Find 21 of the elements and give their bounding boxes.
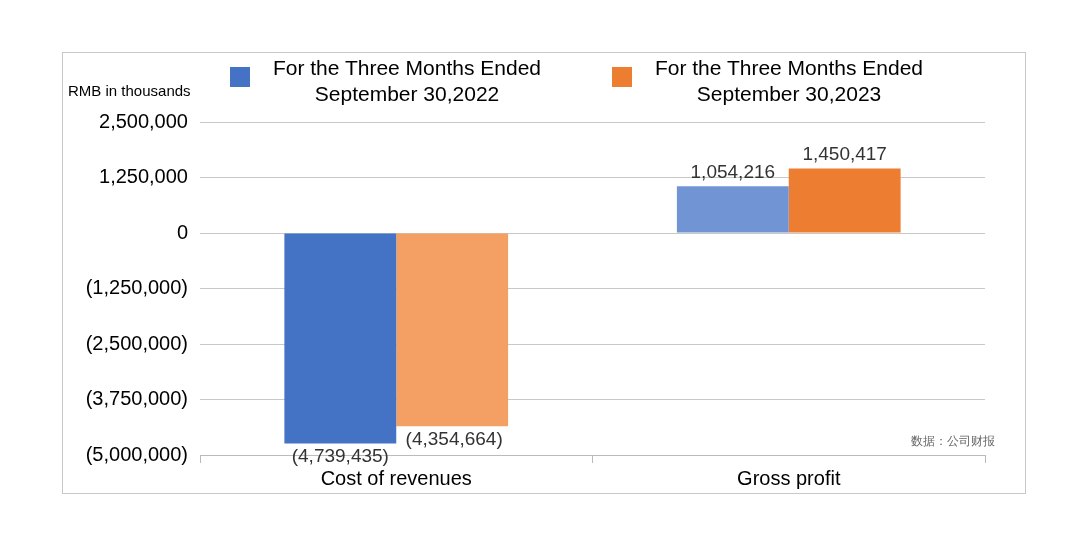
- y-tick-label: 2,500,000: [99, 109, 188, 132]
- data-label: 1,054,216: [690, 160, 776, 182]
- legend-label: For the Three Months Ended September 30,2022: [271, 55, 543, 107]
- bar: [284, 233, 397, 444]
- data-label: 1,450,417: [802, 143, 887, 165]
- legend-label: For the Three Months Ended September 30,2023: [653, 55, 925, 107]
- y-tick-label: (1,250,000): [85, 276, 188, 299]
- y-tick-label: (3,750,000): [85, 387, 188, 410]
- bar: [788, 168, 901, 233]
- bar: [396, 233, 509, 427]
- x-tick-label: Gross profit: [737, 466, 841, 489]
- annotation: 数据：公司财报: [911, 434, 995, 448]
- y-tick-label: 0: [176, 220, 188, 243]
- y-tick-label: (2,500,000): [85, 331, 188, 354]
- y-axis-title: RMB in thousands: [68, 82, 191, 99]
- y-tick-label: (5,000,000): [85, 442, 188, 465]
- y-tick-label: 1,250,000: [99, 165, 188, 188]
- data-label: (4,354,664): [405, 428, 503, 450]
- bar: [676, 186, 789, 233]
- x-tick-label: Cost of revenues: [320, 466, 472, 489]
- data-label: (4,739,435): [291, 445, 389, 467]
